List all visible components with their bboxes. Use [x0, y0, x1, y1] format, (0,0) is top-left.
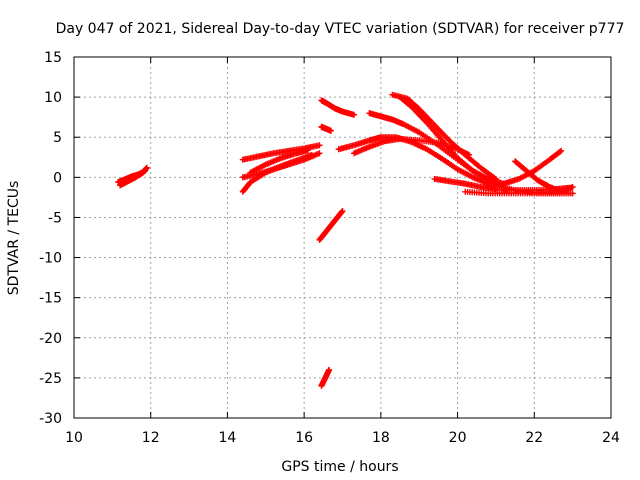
y-tick-label: 10 — [44, 90, 62, 106]
y-tick-label: -15 — [39, 291, 62, 307]
data-point — [326, 366, 333, 373]
x-tick-label: 16 — [295, 430, 313, 446]
series-segment-2 — [117, 164, 150, 189]
data-point — [327, 127, 334, 134]
y-tick-label: 0 — [53, 170, 62, 186]
data-point — [569, 190, 576, 197]
data-point — [569, 183, 576, 190]
y-axis-title: SDTVAR / TECUs — [6, 181, 22, 296]
series-segment-9 — [316, 208, 346, 243]
series-segment-5 — [239, 151, 315, 195]
series-segment-19 — [462, 188, 576, 197]
x-tick-label: 14 — [219, 430, 237, 446]
series-segment-10 — [318, 366, 333, 389]
series-segment-18 — [512, 158, 576, 195]
y-tick-label: 5 — [53, 130, 62, 146]
data-point — [339, 208, 346, 215]
data-point — [316, 150, 323, 157]
x-tick-label: 12 — [142, 430, 160, 446]
x-tick-label: 22 — [525, 430, 543, 446]
y-tick-label: -30 — [39, 411, 62, 427]
series-segment-6 — [247, 147, 311, 176]
y-tick-label: -5 — [48, 210, 62, 226]
data-point — [316, 142, 323, 149]
data-point — [308, 151, 315, 158]
x-tick-label: 18 — [372, 430, 390, 446]
data-point — [304, 147, 311, 154]
series-segment-8 — [318, 123, 334, 134]
x-axis-title: GPS time / hours — [281, 459, 398, 475]
y-tick-label: 15 — [44, 50, 62, 66]
y-tick-label: -10 — [39, 251, 62, 267]
data-point — [351, 111, 358, 118]
x-tick-label: 24 — [602, 430, 620, 446]
plot-frame — [73, 56, 612, 419]
series-segment-7 — [318, 97, 358, 118]
y-tick-label: -25 — [39, 371, 62, 387]
data-points — [115, 91, 576, 389]
data-point — [143, 164, 150, 171]
x-tick-label: 20 — [449, 430, 467, 446]
chart-title: Day 047 of 2021, Sidereal Day-to-day VTE… — [56, 21, 625, 37]
data-point — [556, 148, 563, 155]
series-segment-15 — [397, 94, 507, 187]
y-tick-label: -20 — [39, 331, 62, 347]
data-point — [558, 147, 565, 154]
ticks: 10 12 14 16 18 20 22 24 -30 -25 -20 -15 -10 -5 0 5 10 15 — [39, 50, 620, 446]
x-tick-label: 10 — [65, 430, 83, 446]
